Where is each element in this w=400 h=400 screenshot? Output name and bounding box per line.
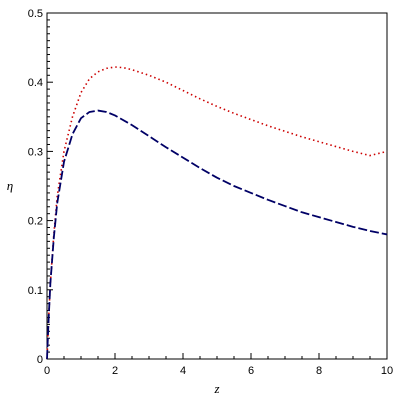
plot-frame: [46, 12, 388, 360]
y-tick-label: 0.5: [28, 8, 43, 20]
x-axis-label: z: [213, 381, 219, 396]
x-tick-label: 6: [248, 365, 254, 377]
x-tick-label: 10: [381, 365, 393, 377]
x-tick-label: 2: [112, 365, 118, 377]
y-tick-label: 0.3: [28, 146, 43, 158]
series: [46, 66, 388, 360]
ticks: 0 2 4 6 8 10 0 0.1 0.2 0.3 0.4 0.5: [28, 8, 393, 377]
series-line-2: [46, 109, 388, 360]
y-tick-label: 0.1: [28, 285, 43, 297]
x-tick-label: 8: [316, 365, 322, 377]
x-tick-label: 4: [180, 365, 186, 377]
y-tick-label: 0.2: [28, 216, 43, 228]
y-tick-label: 0.4: [28, 77, 43, 89]
y-tick-label: 0: [37, 354, 43, 366]
x-tick-label: 0: [44, 365, 50, 377]
y-axis-label: η: [7, 178, 13, 193]
